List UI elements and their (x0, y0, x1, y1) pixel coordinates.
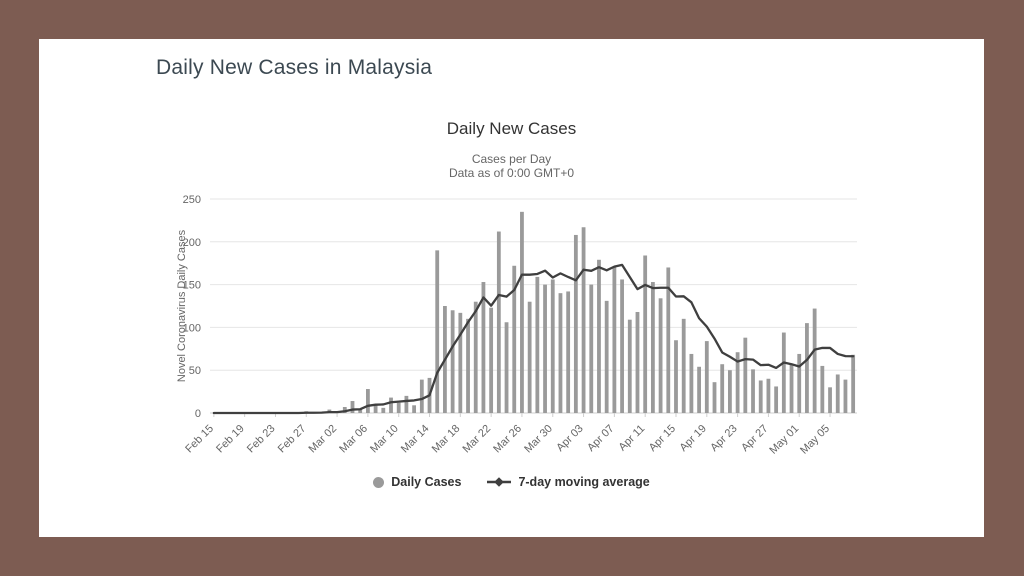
svg-text:Mar 30: Mar 30 (522, 423, 555, 456)
svg-text:150: 150 (183, 280, 201, 292)
svg-text:Apr 15: Apr 15 (647, 423, 678, 454)
svg-text:100: 100 (183, 322, 201, 334)
daily-cases-marker-icon (373, 476, 385, 488)
svg-text:Mar 18: Mar 18 (430, 423, 463, 456)
svg-text:200: 200 (183, 237, 201, 249)
content-page: Daily New Cases in Malaysia Daily New Ca… (39, 39, 984, 537)
svg-text:Mar 02: Mar 02 (307, 423, 340, 456)
chart-subtitle-line1: Cases per Day (471, 152, 552, 166)
y-gridlines (210, 198, 857, 414)
svg-text:0: 0 (195, 408, 201, 420)
svg-text:Feb 19: Feb 19 (214, 423, 247, 456)
svg-text:Feb 23: Feb 23 (245, 423, 278, 456)
moving-average-line[interactable] (212, 263, 855, 415)
legend-item-daily-cases[interactable]: Daily Cases (373, 475, 461, 489)
svg-text:Feb 27: Feb 27 (276, 423, 309, 456)
svg-text:Mar 22: Mar 22 (461, 423, 494, 456)
svg-text:Mar 06: Mar 06 (337, 423, 370, 456)
svg-text:Apr 03: Apr 03 (554, 423, 585, 454)
svg-text:Apr 23: Apr 23 (708, 423, 739, 454)
svg-text:Mar 26: Mar 26 (491, 423, 524, 456)
svg-text:Apr 11: Apr 11 (616, 423, 647, 454)
legend: Daily Cases 7-day moving average (39, 475, 984, 489)
legend-label-daily-cases: Daily Cases (391, 475, 462, 489)
svg-text:Mar 10: Mar 10 (368, 423, 401, 456)
svg-text:Mar 14: Mar 14 (399, 423, 432, 456)
page-title: Daily New Cases in Malaysia (156, 56, 433, 79)
svg-text:Apr 19: Apr 19 (678, 423, 709, 454)
svg-text:May 05: May 05 (798, 423, 832, 457)
chart-title: Daily New Cases (446, 119, 577, 138)
legend-item-moving-average[interactable]: 7-day moving average (487, 475, 650, 489)
moving-average-marker-icon (487, 477, 512, 487)
y-axis-labels: 0 50 100 150 200 250 (183, 194, 201, 420)
svg-text:Apr 27: Apr 27 (739, 423, 770, 454)
svg-text:50: 50 (189, 365, 201, 377)
svg-text:Apr 07: Apr 07 (585, 423, 616, 454)
x-axis-ticks (213, 413, 831, 417)
svg-text:May 01: May 01 (767, 423, 801, 457)
svg-text:Feb 15: Feb 15 (183, 423, 216, 456)
daily-new-cases-chart: Daily New Cases Cases per Day Data as of… (39, 39, 984, 537)
chart-subtitle-line2: Data as of 0:00 GMT+0 (448, 166, 575, 180)
svg-text:250: 250 (183, 194, 201, 206)
legend-label-moving-average: 7-day moving average (518, 475, 650, 489)
